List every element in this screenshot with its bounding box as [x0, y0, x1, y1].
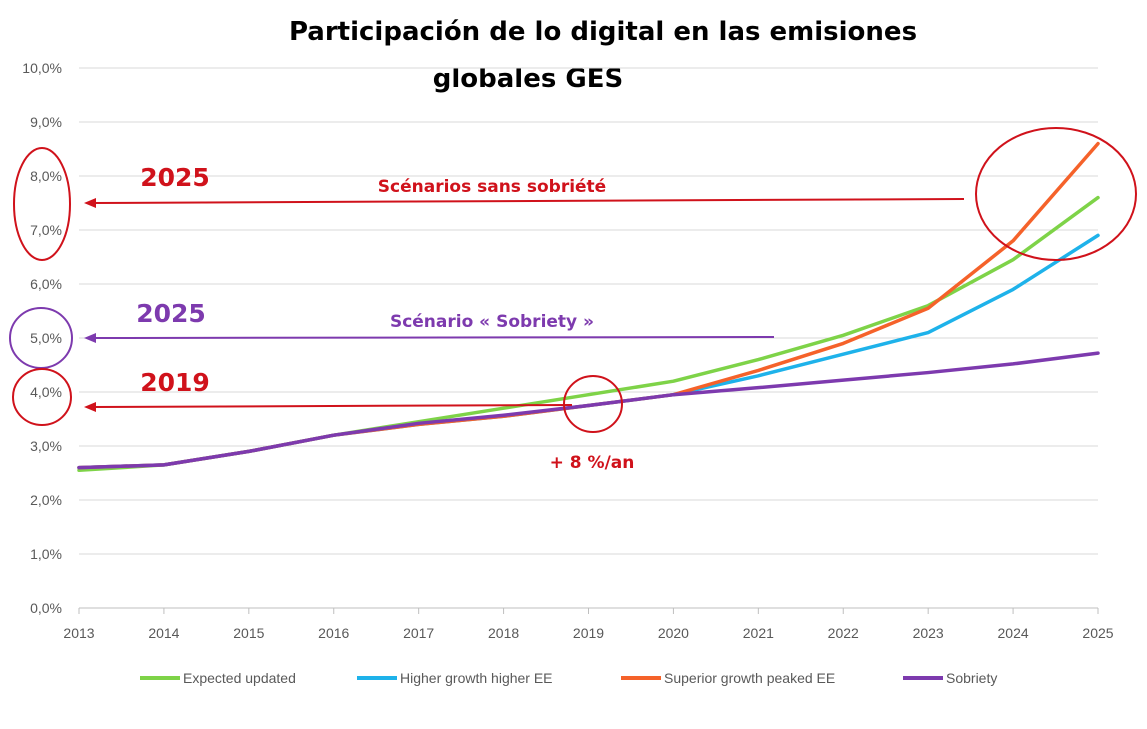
x-tick-label: 2017	[403, 625, 434, 641]
y-tick-label: 3,0%	[30, 438, 62, 454]
gridlines	[79, 67, 1098, 609]
x-tick-label: 2022	[828, 625, 859, 641]
x-tick-label: 2025	[1082, 625, 1113, 641]
annotations: 2025 Scénarios sans sobriété 2025 Scénar…	[9, 127, 1137, 473]
y-axis-ticks: 0,0% 1,0% 2,0% 3,0% 4,0% 5,0% 6,0% 7,0% 8,0% 9,0%…	[22, 60, 62, 616]
annotation-growth-rate: + 8 %/an	[550, 453, 635, 473]
arrow-head-2019	[84, 402, 96, 412]
annotation-2019: 2019	[140, 368, 210, 397]
legend-label: Higher growth higher EE	[400, 670, 553, 686]
y-tick-label: 4,0%	[30, 384, 62, 400]
y-tick-label: 8,0%	[30, 168, 62, 184]
legend: Expected updated Higher growth higher EE S…	[140, 670, 997, 686]
x-tick-label: 2023	[913, 625, 944, 641]
x-tick-label: 2019	[573, 625, 604, 641]
x-tick-label: 2018	[488, 625, 519, 641]
y-tick-label: 1,0%	[30, 546, 62, 562]
y-tick-label: 2,0%	[30, 492, 62, 508]
series-line-sobriety	[77, 351, 1100, 470]
ellipse-y-axis-2025-top	[13, 147, 71, 261]
annotation-2025-top: 2025	[140, 163, 210, 192]
y-tick-label: 10,0%	[22, 60, 62, 76]
x-tick-label: 2015	[233, 625, 264, 641]
arrow-head-sobriety	[84, 333, 96, 343]
legend-label: Sobriety	[946, 670, 997, 686]
ellipse-2025-peak	[975, 127, 1137, 261]
legend-label: Superior growth peaked EE	[664, 670, 835, 686]
chart-title-line-2: globales GES	[433, 64, 623, 94]
arrow-sans-sobriete	[91, 198, 965, 204]
x-tick-label: 2016	[318, 625, 349, 641]
x-axis-ticks: 2013 2014 2015 2016 2017 2018 2019 2020 2021 2022…	[63, 608, 1114, 641]
annotation-sans-sobriete: Scénarios sans sobriété	[378, 177, 606, 197]
arrow-2019	[91, 404, 573, 408]
legend-label: Expected updated	[183, 670, 296, 686]
ellipse-y-axis-2025-mid	[9, 307, 73, 369]
arrow-sobriety	[91, 336, 775, 339]
ellipse-y-axis-2019	[12, 368, 72, 426]
y-tick-label: 6,0%	[30, 276, 62, 292]
chart-title-line-1: Participación de lo digital en las emisi…	[289, 17, 917, 47]
x-tick-label: 2020	[658, 625, 689, 641]
ellipse-2019-point	[563, 375, 623, 433]
x-tick-label: 2024	[998, 625, 1029, 641]
y-tick-label: 9,0%	[30, 114, 62, 130]
annotation-2025-mid: 2025	[136, 299, 206, 328]
x-tick-label: 2021	[743, 625, 774, 641]
y-tick-label: 0,0%	[30, 600, 62, 616]
y-tick-label: 5,0%	[30, 330, 62, 346]
y-tick-label: 7,0%	[30, 222, 62, 238]
annotation-sobriety-scenario: Scénario « Sobriety »	[390, 312, 594, 332]
series-lines	[77, 141, 1100, 473]
x-tick-label: 2014	[148, 625, 179, 641]
arrow-head-sans-sobriete	[84, 198, 96, 208]
x-tick-label: 2013	[63, 625, 94, 641]
